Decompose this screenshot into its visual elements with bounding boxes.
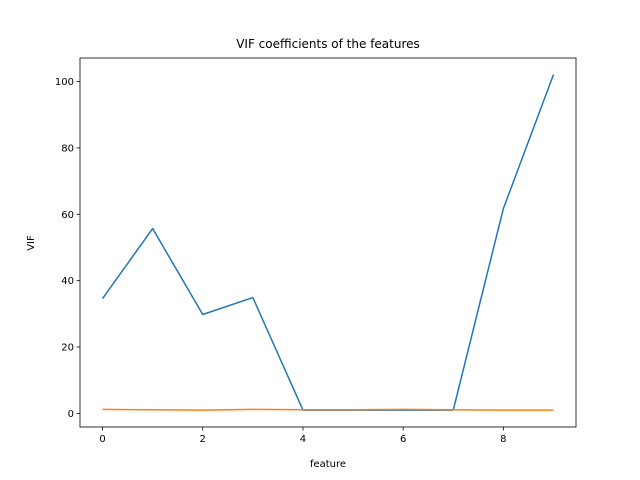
line-series bbox=[102, 408, 554, 411]
x-tick-label: 6 bbox=[400, 434, 406, 445]
y-axis-label: VIF bbox=[26, 235, 37, 251]
x-tick-label: 2 bbox=[200, 434, 206, 445]
y-tick-label: 20 bbox=[61, 343, 74, 354]
y-tick-label: 60 bbox=[61, 210, 74, 221]
y-tick-label: 0 bbox=[68, 409, 74, 420]
x-tick-label: 4 bbox=[300, 434, 306, 445]
plot-frame bbox=[79, 57, 577, 428]
x-tick-label: 0 bbox=[99, 434, 105, 445]
y-tick-label: 40 bbox=[61, 276, 74, 287]
x-axis-label: feature bbox=[310, 459, 346, 470]
x-tick-label: 8 bbox=[500, 434, 506, 445]
line-series bbox=[101, 74, 555, 411]
y-tick-label: 80 bbox=[61, 143, 74, 154]
y-tick-label: 100 bbox=[55, 77, 74, 88]
chart-title: VIF coefficients of the features bbox=[236, 37, 420, 51]
